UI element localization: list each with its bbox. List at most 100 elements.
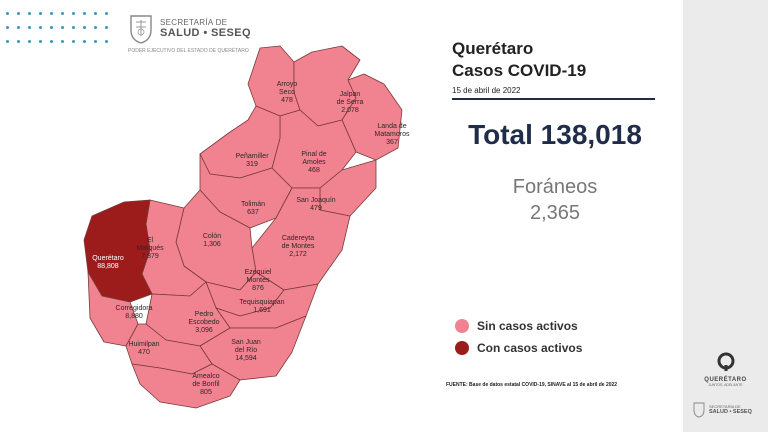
seseq-logo: SECRETARÍA DE SALUD • SESEQ PODER EJECUT…	[126, 14, 256, 60]
municipality-name: de Montes	[282, 243, 315, 250]
municipality-cases: 7,879	[141, 253, 159, 260]
municipality-cases: 367	[386, 139, 398, 146]
legend-swatch-active	[455, 341, 469, 355]
municipality-region-penamiller	[199, 105, 281, 179]
map-legend: Sin casos activos Con casos activos	[455, 316, 582, 360]
municipality-label-jalpan-de-serra: Jalpan de Serra 2,078	[337, 91, 364, 114]
municipality-name: Amealco	[192, 373, 219, 380]
legend-item-active: Con casos activos	[455, 338, 582, 358]
legend-swatch-inactive	[455, 319, 469, 333]
legend-label-active: Con casos activos	[477, 341, 583, 355]
municipality-label-pinal-de-amoles: Pinal de Amoles 468	[301, 151, 326, 174]
title-divider	[452, 98, 655, 100]
title-subject: Casos COVID-19	[452, 61, 587, 80]
municipality-label-ezequiel-montes: Ezequiel Montes 876	[245, 269, 272, 292]
municipality-label-cadereyta-de-montes: Cadereyta de Montes 2,172	[282, 235, 315, 258]
sidebar-seseq-logo: SECRETARÍA DE SALUD • SESEQ	[689, 400, 765, 426]
municipality-cases: 470	[138, 349, 150, 356]
municipality-label-corregidora: Corregidora 8,880	[116, 305, 153, 320]
queretaro-brand-logo: QUERÉTARO JUNTOS, ADELANTE	[683, 352, 768, 387]
municipality-label-tequisquiapan: Tequisquiapan 1,691	[239, 299, 284, 314]
legend-item-inactive: Sin casos activos	[455, 316, 582, 336]
municipality-cases: 805	[200, 389, 212, 396]
municipality-name: Amoles	[302, 159, 326, 166]
page-title: Querétaro Casos COVID-19	[452, 38, 586, 82]
municipality-cases: 637	[247, 209, 259, 216]
municipality-name: Escobedo	[188, 319, 219, 326]
municipality-cases: 1,306	[203, 241, 221, 248]
municipality-region-amealco-de-bonfil	[131, 363, 241, 409]
logo-dept-line2: SALUD • SESEQ	[160, 27, 251, 39]
municipality-label-san-joaquin: San Joaquín 479	[296, 197, 335, 212]
municipality-name: Ezequiel	[245, 269, 272, 276]
decorative-dot-grid	[6, 12, 110, 52]
municipality-name: Tolimán	[241, 201, 265, 208]
right-sidebar: QUERÉTARO JUNTOS, ADELANTE SECRETARÍA DE…	[683, 0, 768, 432]
sidebar-dept-line1: SECRETARÍA DE	[709, 404, 741, 409]
state-crest-icon	[130, 15, 152, 44]
municipality-label-landa-de-matamoros: Landa de Matamoros 367	[374, 123, 410, 146]
municipality-name: Cadereyta	[282, 235, 314, 242]
municipality-name: El	[147, 237, 154, 244]
municipality-cases: 468	[308, 167, 320, 174]
municipality-name: Peñamiller	[235, 153, 269, 160]
municipality-name: Colón	[203, 233, 221, 240]
municipality-name: de Serra	[337, 99, 364, 106]
municipality-cases: 2,078	[341, 107, 359, 114]
municipality-label-queretaro: Querétaro 88,808	[92, 255, 124, 270]
queretaro-map: Arroyo Seco 478 Jalpan de Serra 2,078 Landa de…	[83, 45, 410, 409]
municipality-label-pedro-escobedo: Pedro Escobedo 3,096	[188, 311, 219, 334]
municipality-label-penamiller: Peñamiller 319	[235, 153, 269, 168]
municipality-name: Pedro	[195, 311, 214, 318]
municipality-name: Jalpan	[340, 91, 361, 98]
report-date: 15 de abril de 2022	[452, 86, 521, 95]
municipality-cases: 876	[252, 285, 264, 292]
municipality-name: San Joaquín	[296, 197, 335, 204]
municipality-name: Landa de	[377, 123, 406, 130]
sidebar-crest-icon	[693, 402, 705, 418]
title-state: Querétaro	[452, 39, 534, 58]
municipality-name: San Juan	[231, 339, 261, 346]
municipality-cases: 319	[246, 161, 258, 168]
municipality-cases: 3,096	[195, 327, 213, 334]
logo-dept-line1: SECRETARÍA DE	[160, 18, 228, 27]
sidebar-dept-line2: SALUD • SESEQ	[709, 409, 752, 415]
municipality-cases: 8,880	[125, 313, 143, 320]
municipality-name: Matamoros	[374, 131, 410, 138]
municipality-label-amealco-de-bonfil: Amealco de Bonfil 805	[192, 373, 220, 396]
municipality-name: Seco	[279, 89, 295, 96]
brand-sub: JUNTOS, ADELANTE	[708, 383, 743, 387]
municipality-label-san-juan-del-rio: San Juan del Río 14,594	[231, 339, 261, 362]
municipality-region-landa-de-matamoros	[341, 73, 403, 161]
legend-label-inactive: Sin casos activos	[477, 319, 578, 333]
municipality-region-queretaro	[83, 199, 153, 303]
municipality-label-colon: Colón 1,306	[203, 233, 221, 248]
municipality-cases: 478	[281, 97, 293, 104]
municipality-cases: 479	[310, 205, 322, 212]
foraneos-label: Foráneos	[512, 176, 598, 198]
total-cases: Total 138,018	[468, 119, 642, 150]
foraneos-value: 2,365	[529, 202, 581, 224]
brand-word: QUERÉTARO	[704, 377, 747, 383]
municipality-name: Marqués	[136, 245, 164, 252]
municipality-name: Arroyo	[277, 81, 298, 88]
municipality-label-toliman: Tolimán 637	[241, 201, 265, 216]
municipality-name: Querétaro	[92, 255, 124, 262]
queretaro-q-icon	[717, 352, 734, 371]
municipality-cases: 88,808	[97, 263, 119, 270]
municipality-label-arroyo-seco: Arroyo Seco 478	[277, 81, 298, 104]
municipality-name: Corregidora	[116, 305, 153, 312]
municipality-label-huimilpan: Huimilpan 470	[128, 341, 159, 356]
municipality-cases: 1,691	[253, 307, 271, 314]
municipality-cases: 14,594	[235, 355, 257, 362]
municipality-cases: 2,172	[289, 251, 307, 258]
municipality-name: Pinal de	[301, 151, 326, 158]
data-source: FUENTE: Base de datos estatal COVID-19, …	[446, 382, 618, 388]
municipality-name: Tequisquiapan	[239, 299, 284, 306]
municipality-name: de Bonfil	[192, 381, 220, 388]
municipality-label-el-marques: El Marqués 7,879	[136, 237, 164, 260]
municipality-name: Huimilpan	[128, 341, 159, 348]
municipality-name: del Río	[235, 347, 257, 354]
municipality-name: Montes	[247, 277, 270, 284]
logo-tagline: PODER EJECUTIVO DEL ESTADO DE QUERÉTARO	[128, 48, 249, 54]
